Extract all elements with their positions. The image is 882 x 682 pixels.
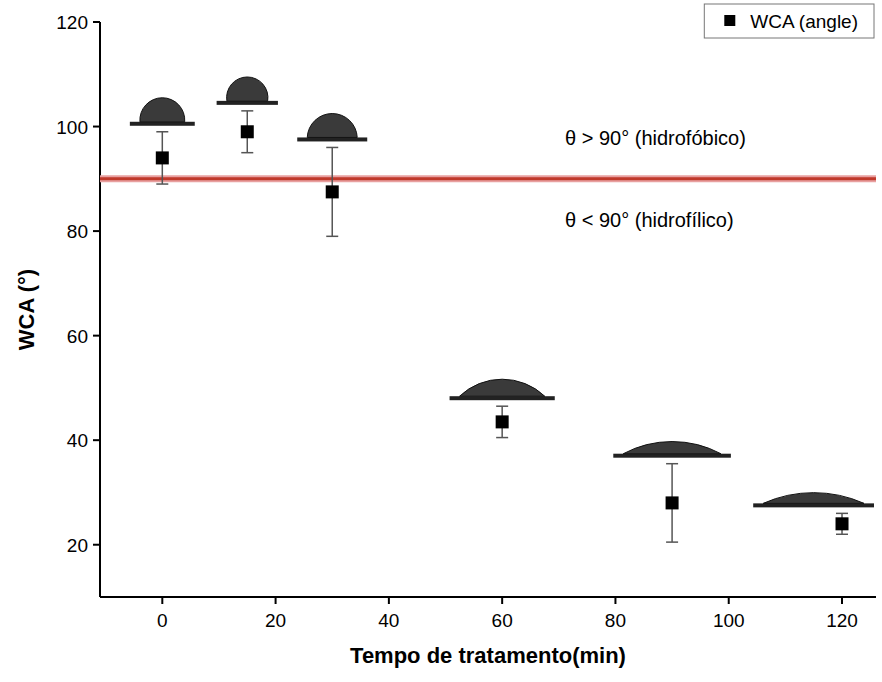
y-axis <box>99 22 101 597</box>
error-bar <box>496 406 508 437</box>
error-cap <box>156 131 168 133</box>
substrate <box>753 503 874 507</box>
substrate <box>613 454 731 458</box>
substrate <box>297 137 367 141</box>
droplet <box>460 379 545 396</box>
droplet-illustration <box>297 114 367 142</box>
y-tick <box>93 335 100 337</box>
error-cap <box>326 236 338 238</box>
error-bar <box>326 147 338 236</box>
error-cap <box>496 437 508 439</box>
droplet-illustration <box>130 98 195 126</box>
substrate <box>130 122 195 126</box>
y-tick-label: 80 <box>67 221 88 242</box>
x-tick <box>501 597 503 604</box>
annotation: θ > 90° (hidrofóbico) <box>565 127 746 149</box>
substrate <box>217 101 278 105</box>
error-cap <box>666 463 678 465</box>
threshold-line <box>100 177 876 180</box>
chart: 0 20 40 60 80 100 120 20 40 60 80 100 120 Tempo de tr… <box>0 0 882 682</box>
x-tick-label: 120 <box>826 610 858 631</box>
annotation: θ < 90° (hidrofílico) <box>565 209 734 231</box>
point <box>156 151 169 164</box>
y-tick <box>93 21 100 23</box>
legend-box <box>704 4 874 38</box>
point <box>836 517 849 530</box>
y-tick <box>93 439 100 441</box>
y-tick <box>93 544 100 546</box>
droplet <box>140 98 185 122</box>
x-tick <box>728 597 730 604</box>
legend: WCA (angle) <box>704 4 874 38</box>
error-cap <box>241 152 253 154</box>
error-cap <box>496 405 508 407</box>
y-tick <box>93 230 100 232</box>
y-tick <box>93 126 100 128</box>
point <box>496 415 509 428</box>
x-tick <box>841 597 843 604</box>
x-axis-title: Tempo de tratamento(min) <box>350 643 626 668</box>
error-cap <box>326 147 338 149</box>
error-cap <box>836 534 848 536</box>
legend-label: WCA (angle) <box>750 11 858 32</box>
error-cap <box>836 513 848 515</box>
x-tick <box>275 597 277 604</box>
x-tick-label: 100 <box>713 610 745 631</box>
y-tick-label: 60 <box>67 326 88 347</box>
droplet <box>227 77 268 101</box>
y-tick-label: 100 <box>56 117 88 138</box>
substrate <box>450 396 555 400</box>
error-cap <box>156 183 168 185</box>
y-tick-label: 20 <box>67 535 88 556</box>
error-cap <box>241 110 253 112</box>
x-tick-label: 0 <box>157 610 168 631</box>
plot-area <box>100 111 876 542</box>
droplet <box>307 114 357 138</box>
x-axis <box>100 596 876 598</box>
error-cap <box>666 541 678 543</box>
x-tick-label: 60 <box>492 610 513 631</box>
point <box>666 496 679 509</box>
droplet <box>763 493 864 504</box>
threshold-glow <box>100 175 876 182</box>
droplet-illustration <box>217 77 278 105</box>
droplet-illustration <box>753 493 874 508</box>
y-tick-label: 120 <box>56 12 88 33</box>
y-tick-label: 40 <box>67 430 88 451</box>
y-axis-title: WCA (°) <box>14 269 39 350</box>
x-tick-label: 20 <box>265 610 286 631</box>
error-bar <box>241 111 253 153</box>
point <box>241 125 254 138</box>
x-tick <box>614 597 616 604</box>
x-tick-label: 80 <box>605 610 626 631</box>
legend-marker <box>724 15 735 26</box>
error-bar <box>666 464 678 542</box>
error-bar <box>836 513 848 534</box>
droplet-illustration <box>450 379 555 400</box>
point <box>326 185 339 198</box>
droplet <box>623 442 721 454</box>
droplet-illustration <box>613 442 731 458</box>
x-tick <box>388 597 390 604</box>
error-bar <box>156 132 168 184</box>
x-tick-label: 40 <box>378 610 399 631</box>
x-tick <box>161 597 163 604</box>
